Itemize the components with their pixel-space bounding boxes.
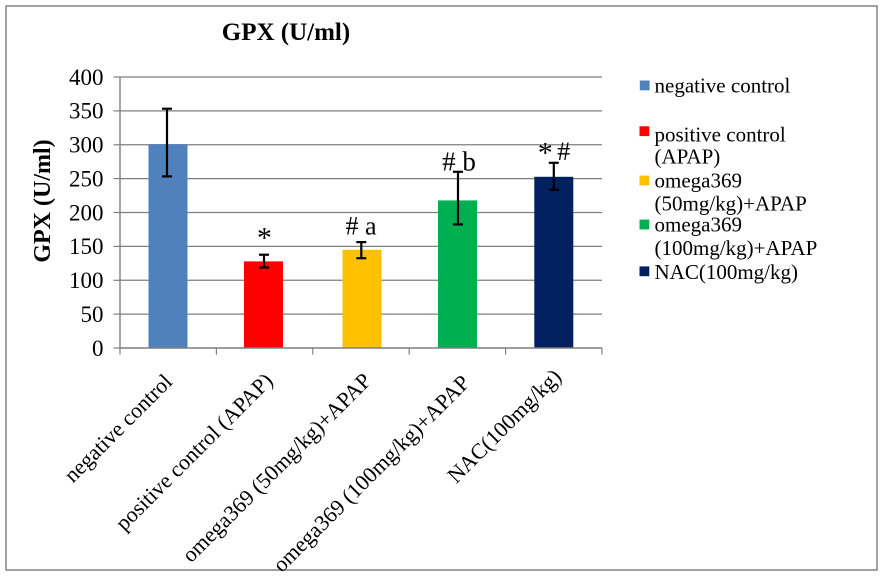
svg-text:250: 250 <box>69 166 104 191</box>
svg-text:300: 300 <box>69 133 104 158</box>
svg-text:GPX (U/ml): GPX (U/ml) <box>222 19 350 46</box>
svg-text:positive control: positive control <box>655 123 786 147</box>
svg-text:# b: # b <box>442 146 476 176</box>
svg-text:*: * <box>257 222 272 255</box>
svg-text:omega369: omega369 <box>655 168 742 192</box>
svg-text:(50mg/kg)+APAP: (50mg/kg)+APAP <box>655 191 807 215</box>
svg-text:(100mg/kg)+APAP: (100mg/kg)+APAP <box>655 236 818 260</box>
svg-text:negative control: negative control <box>655 73 791 97</box>
svg-text:GPX (U/ml): GPX (U/ml) <box>30 139 56 262</box>
svg-text:# a: # a <box>345 212 377 241</box>
svg-text:150: 150 <box>69 234 104 259</box>
svg-text:omega369: omega369 <box>655 213 742 237</box>
svg-text:400: 400 <box>69 65 104 90</box>
svg-text:200: 200 <box>69 200 104 225</box>
svg-text:NAC(100mg/kg): NAC(100mg/kg) <box>655 260 799 284</box>
svg-text:350: 350 <box>69 99 104 124</box>
svg-text:50: 50 <box>81 302 104 327</box>
svg-text:100: 100 <box>69 268 104 293</box>
svg-text:0: 0 <box>92 336 104 361</box>
svg-text:#: # <box>557 137 570 166</box>
svg-text:*: * <box>538 136 553 169</box>
svg-text:(APAP): (APAP) <box>655 144 721 168</box>
